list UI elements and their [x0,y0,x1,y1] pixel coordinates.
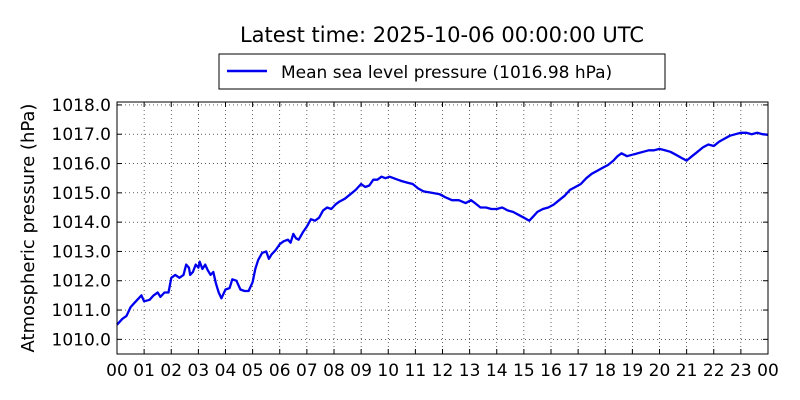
x-tick-label: 00 [757,361,779,381]
x-tick-label: 19 [622,361,644,381]
x-tick-label: 06 [269,361,291,381]
x-tick-label: 18 [594,361,616,381]
x-tick-label: 12 [432,361,454,381]
grid [117,102,768,354]
x-tick-label: 20 [649,361,671,381]
x-tick-label: 11 [405,361,427,381]
x-tick-label: 07 [296,361,318,381]
y-tick-label: 1016.0 [52,155,111,175]
y-tick-label: 1014.0 [52,213,111,233]
y-axis-label: Atmospheric pressure (hPa) [18,104,39,353]
x-tick-label: 01 [133,361,155,381]
y-tick-label: 1013.0 [52,242,111,262]
x-tick-label: 17 [567,361,589,381]
x-tick-label: 10 [377,361,399,381]
y-tick-label: 1011.0 [52,301,111,321]
x-axis-ticks: 00 01 02 03 04 05 06 07 08 09 10 11 12 13 14 15 16 17 18 19… [106,102,779,381]
x-tick-label: 00 [106,361,128,381]
legend-box [218,53,666,90]
x-tick-label: 08 [323,361,345,381]
y-tick-label: 1017.0 [52,125,111,145]
pressure-series-line [116,131,769,326]
plot-frame [116,101,769,355]
y-tick-label: 1012.0 [52,272,111,292]
x-tick-label: 02 [160,361,182,381]
x-tick-label: 13 [459,361,481,381]
x-tick-label: 22 [703,361,725,381]
legend: Mean sea level pressure (1016.98 hPa) [218,53,666,90]
y-tick-label: 1010.0 [52,330,111,350]
y-tick-label: 1018.0 [52,96,111,116]
x-tick-label: 14 [486,361,508,381]
x-tick-label: 04 [215,361,237,381]
legend-label: Mean sea level pressure (1016.98 hPa) [281,63,612,83]
chart-title: Latest time: 2025-10-06 00:00:00 UTC [240,23,644,47]
x-tick-label: 16 [540,361,562,381]
x-tick-label: 03 [188,361,210,381]
x-tick-label: 05 [242,361,264,381]
y-tick-label: 1015.0 [52,184,111,204]
y-axis-ticks: 1010.0 1011.0 1012.0 1013.0 1014.0 1015.0 1016… [52,96,768,350]
x-tick-label: 21 [676,361,698,381]
x-tick-label: 23 [730,361,752,381]
x-tick-label: 15 [513,361,535,381]
x-tick-label: 09 [350,361,372,381]
